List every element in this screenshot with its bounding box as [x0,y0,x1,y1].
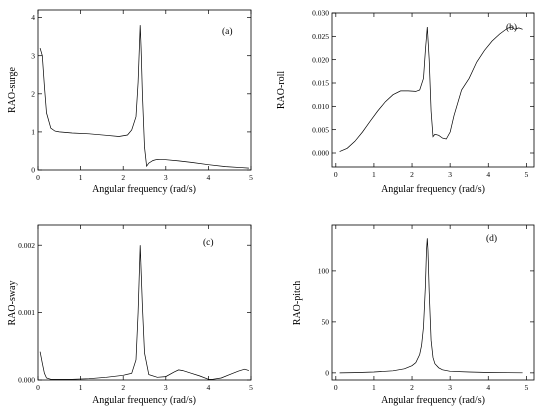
x-tick-label: 0 [36,173,40,182]
x-tick-label: 2 [410,170,414,179]
x-tick-label: 4 [486,383,490,392]
axis-ticks: 0 1 2 3 4 5 0.000 0.005 0.010 0.015 0.020 0.025 0.03… [312,9,534,179]
x-tick-label: 3 [164,383,168,392]
x-tick-label: 3 [448,383,452,392]
panel-tag: (b) [506,22,517,33]
y-tick-label: 0.025 [312,32,329,41]
axis-ticks: 0 1 2 3 4 5 0.000 0.001 0.002 [18,225,253,392]
x-tick-label: 2 [121,383,125,392]
axis-ticks: 0 1 2 3 4 5 0 1 2 3 4 [31,10,253,182]
x-tick-label: 5 [249,173,253,182]
x-axis-label: Angular frequency (rad/s) [92,184,196,195]
y-tick-label: 1 [31,128,35,137]
series-line [339,238,523,374]
plot-frame [37,224,252,381]
y-tick-label: 4 [31,13,35,22]
x-tick-label: 1 [79,173,83,182]
y-tick-label: 0.002 [18,241,35,250]
y-axis-label: RAO-roll [276,71,287,110]
plot-frame [331,12,535,168]
x-tick-label: 3 [448,170,452,179]
series-line [39,245,250,380]
x-tick-label: 4 [207,383,211,392]
y-tick-label: 0.000 [18,376,35,385]
x-tick-label: 1 [372,170,376,179]
panel-a: 0 1 2 3 4 5 0 1 2 3 4 (a) Angular frequency (rad/s… [7,9,253,195]
x-tick-label: 4 [207,173,211,182]
y-tick-label: 3 [31,51,35,60]
y-tick-label: 0.005 [312,125,329,134]
y-tick-label: 0.010 [312,102,329,111]
panel-b: 0 1 2 3 4 5 0.000 0.005 0.010 0.015 0.020 0.025 0.03… [276,9,535,195]
y-tick-label: 0.001 [18,308,35,317]
y-axis-label: RAO-surge [7,66,18,112]
y-tick-label: 0.030 [312,9,329,18]
y-axis-label: RAO-sway [7,281,18,326]
y-tick-label: 0.015 [312,79,329,88]
x-axis-label: Angular frequency (rad/s) [381,395,485,406]
y-axis-label: RAO-pitch [292,281,303,325]
x-tick-label: 0 [334,170,338,179]
y-tick-label: 0.000 [312,149,329,158]
panel-tag: (d) [486,233,497,244]
x-tick-label: 5 [249,383,253,392]
x-tick-label: 1 [79,383,83,392]
x-tick-label: 0 [334,383,338,392]
series-line [339,26,523,152]
x-axis-label: Angular frequency (rad/s) [381,184,485,195]
x-tick-label: 1 [372,383,376,392]
x-axis-label: Angular frequency (rad/s) [92,395,196,406]
panel-tag: (a) [222,26,233,37]
y-tick-label: 50 [322,317,330,326]
series-line [39,25,249,169]
x-tick-label: 2 [121,173,125,182]
x-tick-label: 5 [525,383,529,392]
plot-frame [331,224,535,381]
x-tick-label: 0 [36,383,40,392]
y-tick-label: 0 [325,368,329,377]
y-tick-label: 0.020 [312,55,329,64]
panel-tag: (c) [203,237,214,248]
y-tick-label: 100 [318,266,330,275]
plot-frame [37,9,252,171]
x-tick-label: 3 [164,173,168,182]
y-tick-label: 2 [31,89,35,98]
x-tick-label: 5 [525,170,529,179]
y-tick-label: 0 [31,166,35,175]
x-tick-label: 2 [410,383,414,392]
panel-c: 0 1 2 3 4 5 0.000 0.001 0.002 (c) Angular freque… [7,224,253,406]
x-tick-label: 4 [486,170,490,179]
